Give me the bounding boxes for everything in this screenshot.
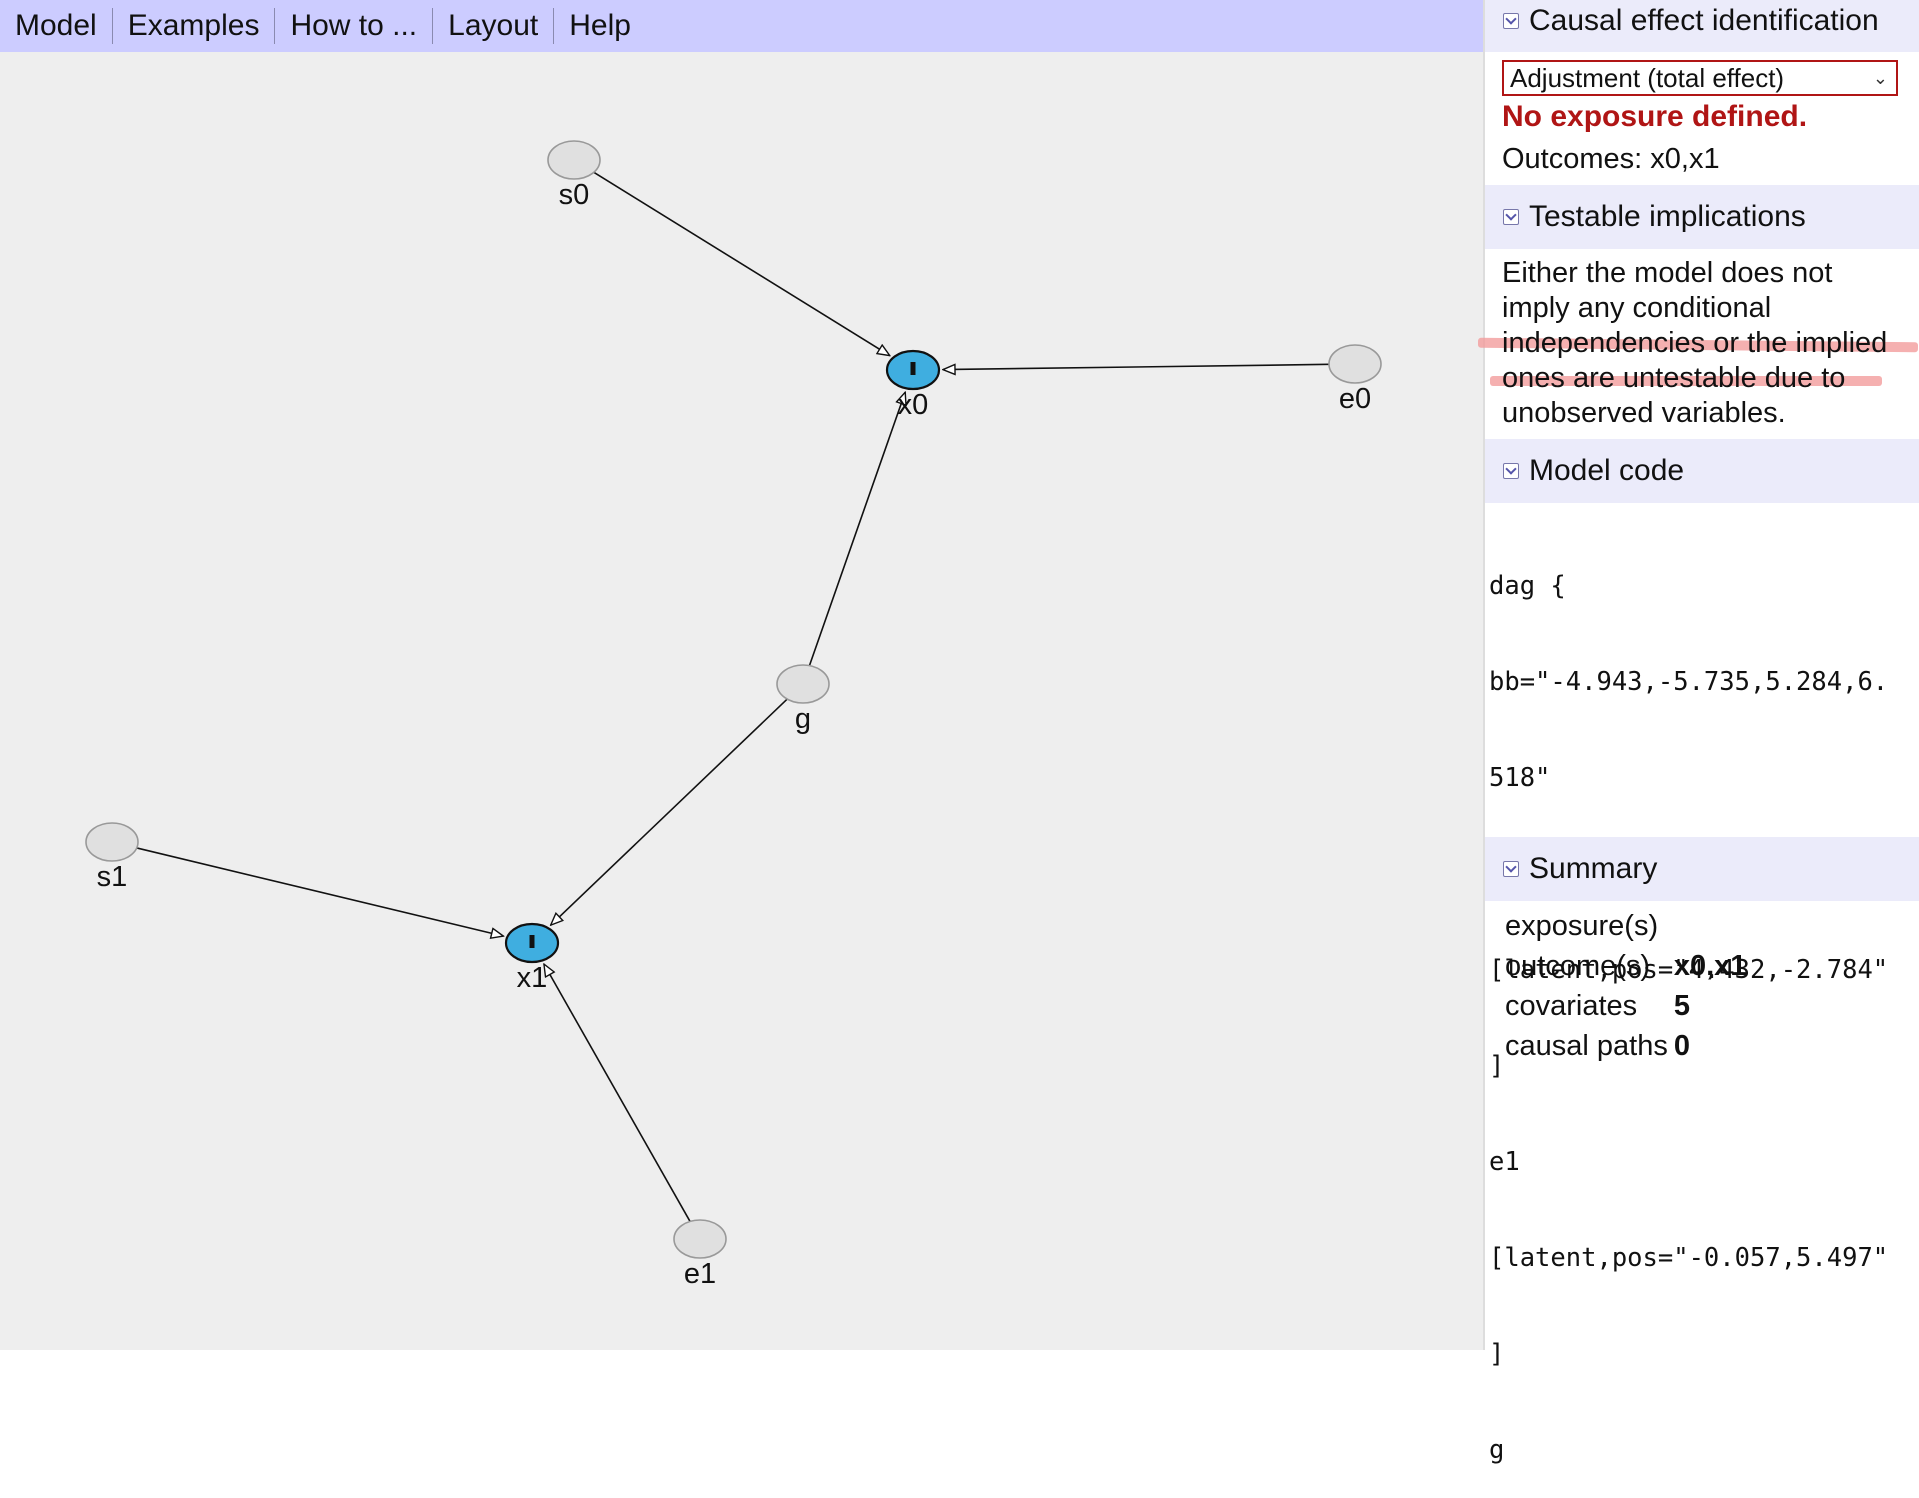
edge-e0-x0[interactable] bbox=[943, 364, 1330, 369]
edge-g-x1[interactable] bbox=[551, 698, 788, 925]
code-line: ] bbox=[1489, 1339, 1505, 1369]
section-title-summary: Summary bbox=[1529, 852, 1658, 885]
code-line: ] bbox=[1489, 1051, 1505, 1081]
code-line: [latent,pos="-0.057,5.497" bbox=[1489, 1243, 1889, 1273]
node-label: s0 bbox=[559, 179, 590, 211]
collapse-icon[interactable] bbox=[1503, 13, 1519, 29]
node-x0[interactable]: x0 bbox=[885, 349, 941, 421]
outcomes-text: Outcomes: x0,x1 bbox=[1502, 143, 1720, 175]
summary-key: covariates bbox=[1505, 989, 1638, 1022]
collapse-icon[interactable] bbox=[1503, 861, 1519, 877]
dag-graph[interactable]: s0 x0 e0 g s1 x1 e1 bbox=[0, 52, 1483, 1350]
summary-key: outcome(s) bbox=[1505, 949, 1651, 982]
code-line: 518" bbox=[1489, 763, 1551, 793]
effect-type-select[interactable]: Adjustment (total effect) ⌄ bbox=[1502, 60, 1898, 96]
node-label: e0 bbox=[1339, 383, 1371, 415]
graph-canvas[interactable]: s0 x0 e0 g s1 x1 e1 bbox=[0, 52, 1483, 1350]
edge-e1-x1[interactable] bbox=[544, 964, 691, 1222]
section-header-model-code[interactable]: Model code bbox=[1485, 439, 1919, 503]
edge-g-x0[interactable] bbox=[808, 392, 905, 666]
text-line: imply any conditional bbox=[1502, 292, 1772, 324]
text-line: unobserved variables. bbox=[1502, 397, 1786, 429]
text-line: Either the model does not bbox=[1502, 257, 1833, 289]
code-line: g bbox=[1489, 1435, 1505, 1465]
effect-type-value: Adjustment (total effect) bbox=[1510, 62, 1785, 93]
section-header-causal[interactable]: Causal effect identification bbox=[1485, 0, 1919, 52]
menu-layout[interactable]: Layout bbox=[433, 8, 555, 44]
outcome-marker-icon bbox=[910, 362, 916, 375]
edge-s1-x1[interactable] bbox=[136, 847, 504, 936]
text-line: independencies or the implied bbox=[1502, 327, 1888, 359]
menu-bar: Model Examples How to ... Layout Help bbox=[0, 0, 1483, 52]
summary-value: 0 bbox=[1673, 1029, 1690, 1062]
menu-how-to[interactable]: How to ... bbox=[275, 8, 434, 44]
node-shape[interactable] bbox=[547, 140, 601, 180]
summary-value bbox=[1674, 906, 1747, 946]
edge-s0-x0[interactable] bbox=[593, 171, 890, 355]
code-line: bb="-4.943,-5.735,5.284,6. bbox=[1489, 667, 1889, 697]
node-s1[interactable]: s1 bbox=[85, 822, 139, 893]
summary-value: x0,x1 bbox=[1673, 949, 1747, 982]
node-x1[interactable]: x1 bbox=[504, 922, 560, 994]
summary-key: exposure(s) bbox=[1505, 909, 1659, 942]
menu-model[interactable]: Model bbox=[0, 8, 113, 44]
code-line: dag { bbox=[1489, 571, 1566, 601]
section-header-testable[interactable]: Testable implications bbox=[1485, 185, 1919, 249]
code-line: e1 bbox=[1489, 1147, 1520, 1177]
summary-row: exposure(s) bbox=[1505, 906, 1746, 946]
outcome-marker-icon bbox=[529, 935, 535, 948]
text-line: ones are untestable due to bbox=[1502, 362, 1846, 394]
summary-row: covariates 5 bbox=[1505, 986, 1746, 1026]
menu-examples[interactable]: Examples bbox=[113, 8, 276, 44]
node-shape[interactable] bbox=[85, 822, 139, 862]
no-exposure-warning: No exposure defined. bbox=[1502, 100, 1808, 133]
node-shape[interactable] bbox=[1328, 344, 1382, 384]
section-header-summary[interactable]: Summary bbox=[1485, 837, 1919, 901]
node-shape[interactable] bbox=[776, 664, 830, 704]
node-e1[interactable]: e1 bbox=[673, 1219, 727, 1290]
summary-key: causal paths bbox=[1505, 1029, 1668, 1062]
summary-table: exposure(s) outcome(s) x0,x1 covariates … bbox=[1505, 906, 1746, 1066]
summary-value: 5 bbox=[1673, 989, 1690, 1022]
node-label: x0 bbox=[898, 389, 929, 421]
section-title-model-code: Model code bbox=[1529, 454, 1685, 487]
node-label: e1 bbox=[684, 1258, 716, 1290]
highlight-mark bbox=[1490, 376, 1882, 386]
node-shape[interactable] bbox=[673, 1219, 727, 1259]
section-title-causal: Causal effect identification bbox=[1529, 4, 1879, 37]
node-label: s1 bbox=[97, 861, 128, 893]
node-s0[interactable]: s0 bbox=[547, 140, 601, 211]
collapse-icon[interactable] bbox=[1503, 209, 1519, 225]
testable-implications-text: Either the model does not imply any cond… bbox=[1502, 256, 1919, 431]
node-g[interactable]: g bbox=[776, 664, 830, 735]
chevron-down-icon: ⌄ bbox=[1872, 67, 1888, 88]
node-label: g bbox=[795, 703, 811, 735]
node-label: x1 bbox=[517, 962, 548, 994]
summary-row: outcome(s) x0,x1 bbox=[1505, 946, 1746, 986]
code-line: [latent,pos="4.432,-2.784" bbox=[1489, 955, 1889, 985]
node-e0[interactable]: e0 bbox=[1328, 344, 1382, 415]
menu-help[interactable]: Help bbox=[569, 9, 631, 42]
collapse-icon[interactable] bbox=[1503, 463, 1519, 479]
section-title-testable: Testable implications bbox=[1529, 200, 1806, 233]
summary-row: causal paths 0 bbox=[1505, 1026, 1746, 1066]
